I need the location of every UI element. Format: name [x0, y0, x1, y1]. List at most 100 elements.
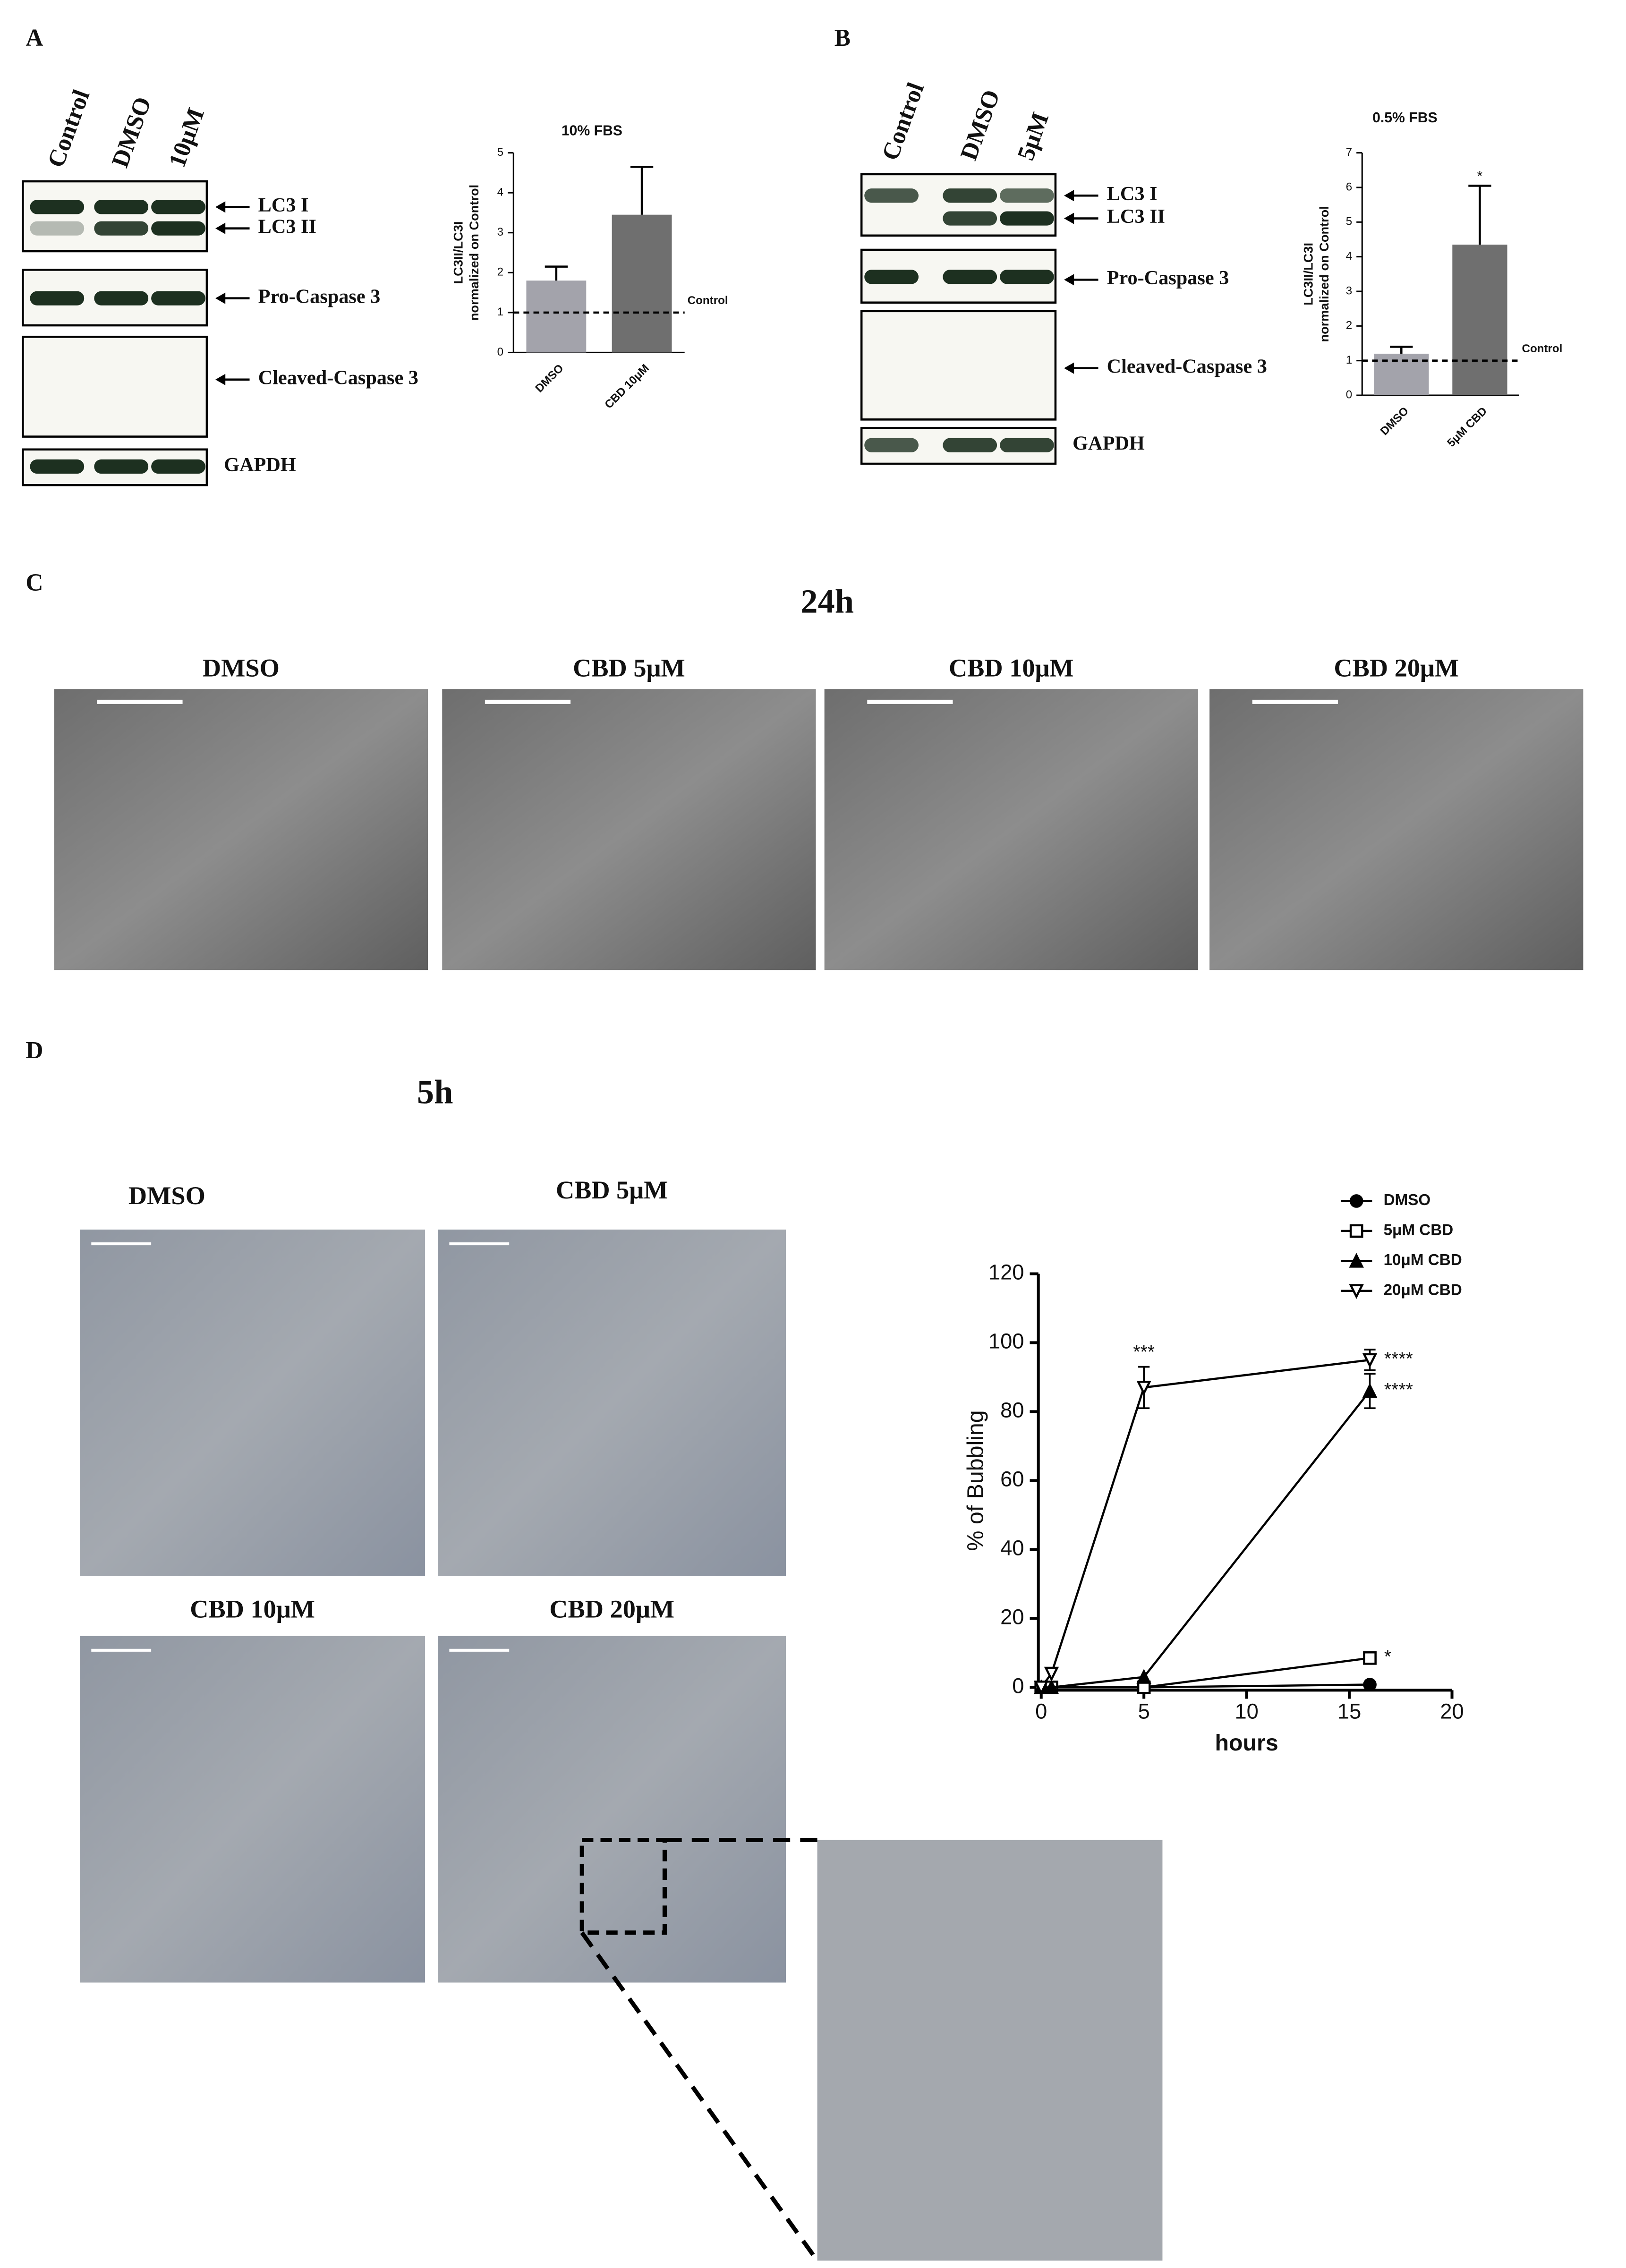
y-tick-label: 60	[1000, 1467, 1024, 1491]
y-tick-label: 20	[1000, 1605, 1024, 1629]
legend-label: 5μM CBD	[1384, 1222, 1454, 1239]
y-axis-label: normalized on Control	[1317, 206, 1331, 342]
y-tick-label: 4	[497, 186, 503, 199]
blot-band	[151, 459, 205, 474]
y-axis-label: LC3II/LC3I	[1301, 243, 1316, 306]
bar	[612, 214, 672, 353]
blot-band	[94, 221, 149, 236]
x-tick-label: 0	[1035, 1699, 1047, 1724]
band-label: LC3 I	[1107, 183, 1158, 205]
arrow-head	[215, 201, 226, 213]
y-axis-label: LC3II/LC3I	[451, 221, 466, 284]
significance: *	[1477, 169, 1483, 184]
y-tick-label: 1	[1346, 354, 1352, 366]
marker	[1136, 1380, 1151, 1396]
significance: ***	[1133, 1342, 1155, 1362]
band-label: GAPDH	[224, 454, 296, 476]
y-tick-label: 3	[497, 226, 503, 238]
micrograph	[442, 689, 816, 970]
y-tick-label: 120	[988, 1260, 1024, 1284]
y-tick-label: 0	[1346, 388, 1352, 401]
marker	[1033, 1680, 1049, 1696]
significance: ****	[1384, 1379, 1413, 1400]
blot-band	[864, 188, 919, 203]
x-axis-label: hours	[1215, 1730, 1278, 1756]
lane-label: DMSO	[106, 93, 156, 171]
y-tick-label: 2	[497, 266, 503, 279]
y-tick-label: 0	[497, 346, 503, 358]
band-label: LC3 II	[258, 215, 316, 238]
y-tick-label: 5	[1346, 215, 1352, 228]
marker	[1044, 1666, 1059, 1682]
chart-title: 0.5% FBS	[1372, 110, 1438, 126]
blot-band	[1000, 438, 1054, 452]
blot-frame	[22, 180, 208, 253]
arrow-head	[215, 374, 226, 385]
blot-band	[94, 459, 149, 474]
legend-label: 20μM CBD	[1384, 1282, 1462, 1299]
image-title: DMSO	[128, 1181, 205, 1210]
y-axis-label: normalized on Control	[467, 185, 481, 321]
lane-label: Control	[877, 79, 929, 163]
band-label: Cleaved-Caspase 3	[258, 367, 418, 389]
band-label: Pro-Caspase 3	[1107, 267, 1229, 289]
micrograph	[80, 1636, 426, 1983]
y-tick-label: 7	[1346, 146, 1352, 159]
marker	[1362, 1353, 1378, 1368]
micrograph	[1209, 689, 1583, 970]
blot-band	[943, 438, 997, 452]
y-tick-label: 40	[1000, 1536, 1024, 1560]
lane-label: 10μM	[163, 104, 210, 171]
significance: ****	[1384, 1348, 1413, 1369]
marker	[1044, 1679, 1059, 1694]
blot-frame	[22, 335, 208, 438]
zoom-line	[580, 1931, 819, 2262]
blot-band	[943, 211, 997, 226]
marker	[1363, 1678, 1377, 1691]
image-title: CBD 5μM	[573, 654, 685, 682]
x-tick-label: 15	[1337, 1699, 1361, 1724]
image-title: CBD 20μM	[549, 1595, 674, 1623]
image-title: CBD 10μM	[949, 654, 1074, 682]
error-bar	[630, 165, 654, 215]
y-axis-label: % of Bubbling	[963, 1410, 988, 1551]
arrow-head	[1064, 362, 1074, 374]
legend-label: DMSO	[1384, 1191, 1431, 1209]
blot-band	[1000, 270, 1054, 284]
blot-band	[864, 270, 919, 284]
blot-band	[1000, 188, 1054, 203]
micrograph	[54, 689, 428, 970]
x-tick-label: 5	[1138, 1699, 1150, 1724]
blot-band	[30, 200, 85, 214]
blot-band	[30, 221, 85, 236]
y-tick-label: 80	[1000, 1398, 1024, 1422]
panel-label: C	[26, 569, 43, 596]
y-tick-label: 3	[1346, 284, 1352, 297]
micrograph	[438, 1636, 786, 1983]
image-title: DMSO	[203, 654, 280, 682]
marker	[1349, 1284, 1364, 1299]
legend-label: 10μM CBD	[1384, 1251, 1462, 1269]
bar	[526, 280, 587, 353]
error-bar	[545, 265, 568, 281]
blot-band	[864, 438, 919, 452]
marker	[1136, 1669, 1151, 1684]
y-tick-label: 4	[1346, 250, 1352, 263]
blot-frame	[860, 173, 1057, 237]
band-label: Pro-Caspase 3	[258, 285, 381, 307]
zoom-box	[579, 1837, 667, 1935]
y-tick-label: 6	[1346, 180, 1352, 193]
time-label: 24h	[800, 582, 854, 620]
band-label: LC3 II	[1107, 205, 1165, 228]
panel-label: D	[26, 1037, 43, 1064]
blot-frame	[860, 310, 1057, 421]
error-bar	[1390, 346, 1413, 354]
blot-band	[151, 221, 205, 236]
marker	[1363, 1651, 1377, 1665]
lane-label: 5μM	[1012, 109, 1054, 163]
x-tick-label: 20	[1440, 1699, 1464, 1724]
arrow-head	[1064, 274, 1074, 286]
micrograph	[80, 1229, 426, 1576]
panel-label: B	[834, 25, 851, 51]
series-line	[1040, 1359, 1370, 1688]
